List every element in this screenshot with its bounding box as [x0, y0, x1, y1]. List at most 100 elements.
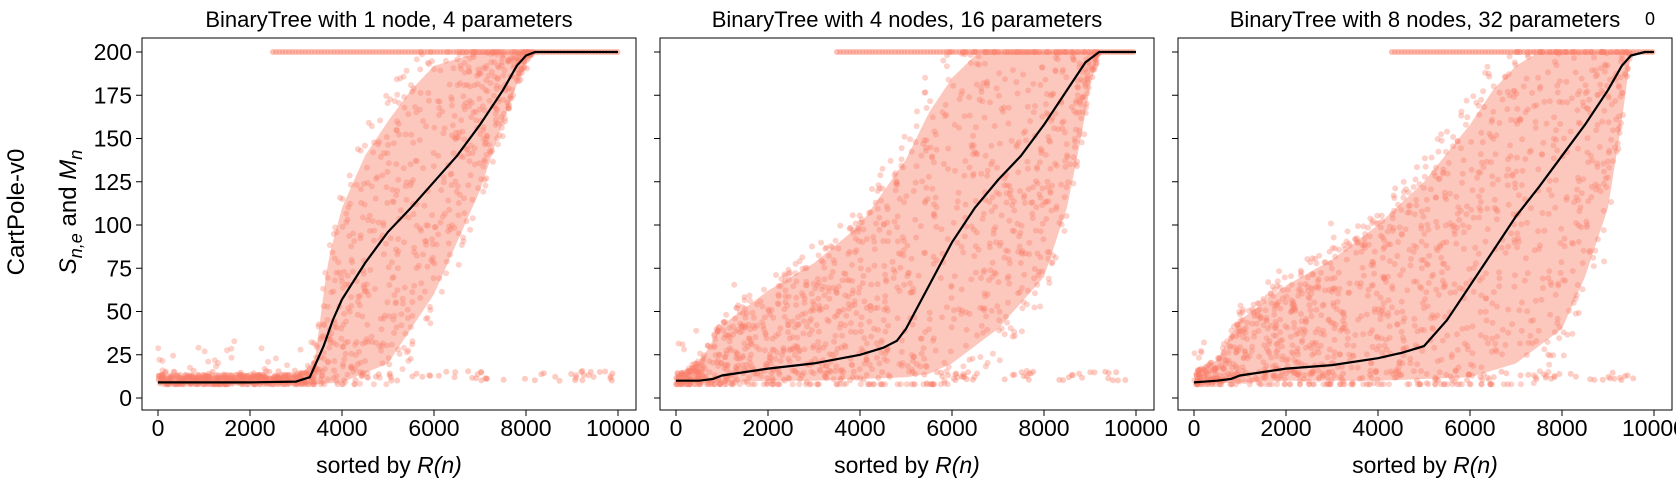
y-tick-label: 200 — [94, 39, 132, 65]
scatter-point — [1330, 234, 1337, 241]
scatter-point — [361, 284, 368, 291]
scatter-point — [1360, 331, 1367, 338]
scatter-point — [894, 238, 901, 245]
scatter-point — [1480, 371, 1487, 378]
scatter-point — [339, 381, 345, 388]
scatter-point — [974, 370, 980, 377]
scatter-point — [894, 315, 901, 322]
scatter-point — [1567, 128, 1574, 135]
scatter-point — [1353, 249, 1360, 256]
scatter-point — [1494, 333, 1501, 340]
scatter-point — [200, 376, 207, 383]
scatter-point — [907, 289, 914, 296]
scatter-point — [834, 345, 841, 352]
scatter-point — [284, 375, 291, 382]
scatter-point — [412, 157, 419, 164]
scatter-point — [505, 57, 512, 63]
scatter-point — [1435, 377, 1441, 384]
scatter-point — [1260, 298, 1267, 305]
scatter-point — [1225, 349, 1232, 356]
scatter-point — [1032, 227, 1039, 234]
scatter-point — [424, 315, 431, 321]
scatter-point — [505, 57, 512, 64]
scatter-point — [1079, 374, 1086, 381]
scatter-point — [1413, 377, 1420, 384]
scatter-point — [1418, 265, 1425, 272]
scatter-point — [980, 329, 986, 336]
scatter-point — [386, 372, 393, 379]
scatter-point — [1411, 322, 1418, 329]
scatter-point — [155, 372, 162, 379]
scatter-point — [1063, 213, 1070, 219]
scatter-point — [1502, 73, 1509, 80]
scatter-point — [380, 251, 387, 258]
scatter-point — [500, 96, 507, 103]
scatter-point — [1490, 289, 1497, 296]
scatter-point — [1307, 307, 1314, 314]
scatter-point — [1023, 137, 1029, 144]
scatter-point — [1575, 145, 1581, 152]
scatter-point — [705, 381, 712, 388]
scatter-point — [1524, 219, 1530, 226]
scatter-point — [495, 75, 502, 81]
scatter-point — [494, 63, 501, 69]
scatter-point — [430, 150, 437, 156]
scatter-point — [969, 355, 976, 362]
scatter-point — [830, 376, 837, 383]
scatter-point — [785, 355, 792, 362]
scatter-point — [1344, 335, 1351, 342]
scatter-point — [1516, 340, 1523, 347]
scatter-point — [1318, 312, 1325, 319]
scatter-point — [1325, 317, 1332, 324]
scatter-point — [403, 196, 410, 203]
scatter-point — [324, 359, 331, 366]
scatter-point — [1029, 199, 1036, 206]
scatter-point — [917, 223, 924, 230]
scatter-point — [1453, 193, 1460, 200]
scatter-point — [1508, 381, 1515, 388]
y-axis-label: Sn,e and Mn — [55, 150, 86, 274]
scatter-point — [1038, 147, 1045, 154]
scatter-point — [1332, 253, 1339, 260]
scatter-point — [858, 314, 865, 321]
scatter-point — [1281, 274, 1288, 281]
scatter-point — [1476, 111, 1483, 118]
scatter-point — [211, 357, 218, 364]
scatter-point — [155, 375, 162, 382]
scatter-point — [846, 248, 853, 255]
scatter-point — [1603, 184, 1610, 191]
scatter-point — [1345, 289, 1352, 296]
scatter-point — [290, 374, 296, 381]
scatter-point — [395, 248, 402, 255]
scatter-point — [362, 287, 368, 294]
scatter-point — [505, 85, 512, 92]
scatter-point — [908, 381, 915, 388]
scatter-point — [451, 134, 458, 141]
scatter-point — [436, 104, 443, 111]
scatter-point — [1508, 116, 1515, 123]
scatter-point — [281, 372, 287, 379]
scatter-point — [1550, 155, 1557, 162]
scatter-point — [793, 294, 800, 301]
scatter-point — [1450, 134, 1457, 140]
scatter-point — [1024, 103, 1031, 110]
scatter-point — [365, 217, 371, 223]
scatter-point — [746, 335, 753, 342]
scatter-point — [1569, 330, 1576, 337]
scatter-point — [945, 165, 951, 172]
scatter-point — [1208, 359, 1215, 366]
scatter-point — [1348, 364, 1355, 371]
scatter-point — [227, 372, 234, 379]
scatter-point — [422, 238, 429, 244]
scatter-point — [360, 282, 367, 289]
scatter-point — [983, 313, 990, 320]
scatter-point — [1385, 381, 1392, 388]
scatter-point — [986, 240, 993, 247]
scatter-point — [1423, 196, 1430, 203]
scatter-point — [1499, 96, 1506, 103]
scatter-point — [381, 150, 388, 157]
scatter-point — [314, 344, 321, 351]
scatter-point — [812, 356, 818, 363]
scatter-point — [843, 312, 850, 319]
scatter-point — [402, 131, 409, 138]
